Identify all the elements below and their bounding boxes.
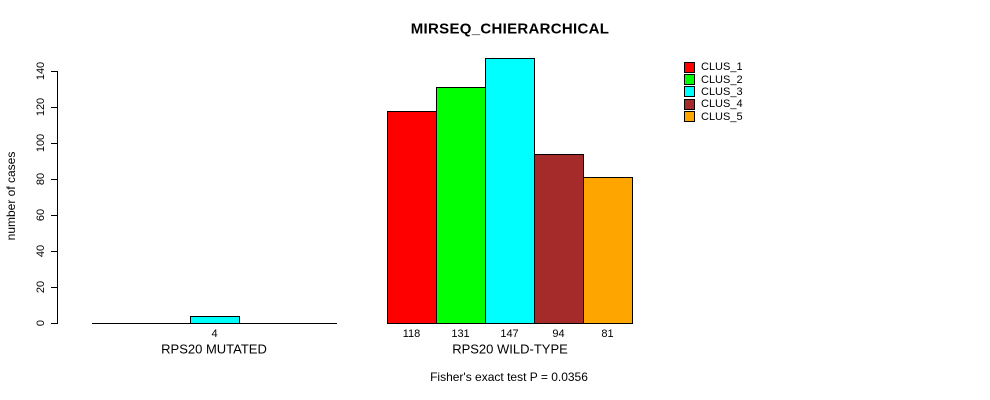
fisher-test-annotation: Fisher's exact test P = 0.0356 — [430, 370, 588, 384]
y-tick-mark — [51, 251, 58, 252]
y-axis-label: number of cases — [4, 151, 18, 241]
y-tick-label: 80 — [35, 172, 47, 186]
chart-title: MIRSEQ_CHIERARCHICAL — [410, 20, 610, 38]
bar-value-label: 131 — [451, 328, 470, 340]
legend-item-clus_2: CLUS_2 — [684, 73, 743, 86]
y-tick-label: 20 — [35, 280, 47, 294]
group-label-rps20-wild-type: RPS20 WILD-TYPE — [452, 341, 568, 357]
y-tick-mark — [51, 323, 58, 324]
legend-swatch-icon — [684, 111, 695, 123]
legend-label: CLUS_5 — [701, 110, 743, 123]
y-tick-label: 120 — [35, 97, 47, 117]
y-tick-label: 40 — [35, 244, 47, 258]
y-tick-mark — [51, 179, 58, 180]
legend-swatch-icon — [684, 61, 695, 73]
bar-value-label: 94 — [552, 328, 565, 340]
legend-item-clus_4: CLUS_4 — [684, 98, 743, 110]
legend-label: CLUS_3 — [701, 85, 743, 98]
bar-clus_4 — [534, 154, 584, 324]
legend-label: CLUS_2 — [701, 73, 743, 86]
bar-value-label: 147 — [500, 328, 519, 340]
legend-swatch-icon — [684, 98, 695, 110]
bar-clus_2 — [436, 87, 486, 324]
y-tick-mark — [51, 287, 58, 288]
legend-item-clus_3: CLUS_3 — [684, 86, 743, 98]
y-tick-label: 0 — [35, 319, 47, 327]
legend-swatch-icon — [684, 86, 695, 98]
y-tick-mark — [51, 107, 58, 108]
legend-label: CLUS_4 — [701, 98, 743, 111]
bar-clus_3 — [190, 316, 240, 324]
group-label-rps20-mutated: RPS20 MUTATED — [161, 341, 267, 357]
legend-swatch-icon — [684, 74, 695, 86]
y-axis-line — [57, 71, 58, 324]
y-tick-mark — [51, 71, 58, 72]
y-tick-label: 140 — [35, 61, 47, 81]
y-tick-label: 60 — [35, 208, 47, 222]
bar-clus_1 — [387, 111, 437, 324]
bar-clus_5 — [583, 177, 633, 324]
y-tick-label: 100 — [35, 133, 47, 153]
legend-item-clus_5: CLUS_5 — [684, 111, 743, 123]
legend-item-clus_1: CLUS_1 — [684, 61, 743, 73]
y-tick-mark — [51, 143, 58, 144]
bar-clus_3 — [485, 58, 535, 324]
legend-label: CLUS_1 — [701, 61, 743, 74]
legend: CLUS_1 CLUS_2 CLUS_3 CLUS_4 CLUS_5 — [684, 61, 743, 123]
y-tick-mark — [51, 215, 58, 216]
bar-value-label: 118 — [402, 328, 421, 340]
bar-value-label: 81 — [601, 328, 614, 340]
bar-value-label: 4 — [211, 328, 218, 340]
